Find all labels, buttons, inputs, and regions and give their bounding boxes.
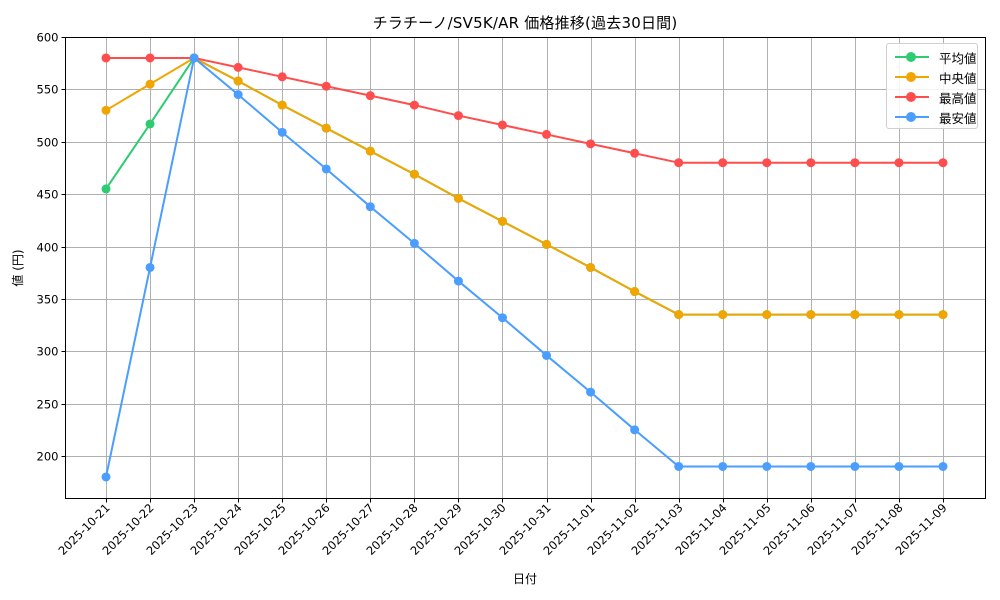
series-最高値 (101, 53, 948, 168)
data-point (409, 169, 419, 179)
data-point (938, 461, 948, 471)
data-point (365, 146, 375, 156)
series-最安値 (101, 53, 948, 482)
data-point (894, 158, 904, 168)
y-axis-label: 値 (円) (10, 249, 25, 286)
data-point (101, 472, 111, 482)
data-point (806, 158, 816, 168)
y-tick-label: 600 (37, 31, 59, 45)
data-point (453, 111, 463, 121)
data-point (762, 310, 772, 320)
y-axis-ticks: 200 250 300 350 400 450 500 550 600 (37, 31, 66, 464)
legend-item-min: 最安値 (895, 108, 977, 126)
data-point (542, 239, 552, 249)
data-point (542, 129, 552, 139)
y-tick-label: 200 (37, 450, 59, 464)
data-point (409, 100, 419, 110)
data-point (630, 148, 640, 158)
chart-title: チラチーノ/SV5K/AR 価格推移(過去30日間) (372, 14, 678, 32)
series-中央値 (101, 53, 948, 320)
legend-marker-icon (895, 50, 929, 64)
data-point (718, 158, 728, 168)
y-tick-label: 500 (37, 136, 59, 150)
plot-frame (65, 37, 986, 499)
data-point (542, 350, 552, 360)
legend-item-median: 中央値 (895, 68, 977, 86)
data-point (850, 158, 860, 168)
data-point (718, 461, 728, 471)
data-point (850, 461, 860, 471)
series-平均値 (101, 53, 948, 320)
data-point (497, 120, 507, 130)
data-point (586, 262, 596, 272)
data-point (321, 123, 331, 133)
data-point (101, 184, 111, 194)
data-point (586, 387, 596, 397)
data-point (101, 105, 111, 115)
data-point (586, 139, 596, 149)
data-point (277, 127, 287, 137)
data-point (938, 158, 948, 168)
data-point (321, 164, 331, 174)
y-tick-label: 550 (37, 83, 59, 97)
data-point (497, 313, 507, 323)
data-point (145, 79, 155, 89)
legend-label: 最高値 (939, 90, 977, 106)
data-point (233, 62, 243, 72)
x-axis-label: 日付 (513, 572, 537, 586)
legend-label: 平均値 (939, 50, 977, 66)
data-point (365, 202, 375, 212)
data-point (938, 310, 948, 320)
data-point (145, 53, 155, 63)
data-point (630, 287, 640, 297)
y-tick-label: 300 (37, 345, 59, 359)
data-point (409, 238, 419, 248)
y-tick-label: 450 (37, 188, 59, 202)
data-point (850, 310, 860, 320)
x-axis-ticks: 2025-10-212025-10-222025-10-232025-10-24… (55, 498, 950, 558)
legend-marker-icon (895, 110, 929, 124)
y-tick-label: 350 (37, 293, 59, 307)
legend: 平均値 中央値 最高値 最安値 (886, 43, 978, 129)
legend-item-max: 最高値 (895, 88, 977, 106)
data-point (762, 158, 772, 168)
legend-item-average: 平均値 (895, 48, 977, 66)
legend-marker-icon (895, 70, 929, 84)
y-tick-label: 400 (37, 241, 59, 255)
data-point (497, 216, 507, 226)
data-point (674, 310, 684, 320)
data-point (365, 91, 375, 101)
data-point (674, 158, 684, 168)
data-point (894, 310, 904, 320)
data-point (145, 262, 155, 272)
data-point (453, 276, 463, 286)
data-point (894, 461, 904, 471)
legend-label: 最安値 (939, 110, 977, 126)
data-point (233, 90, 243, 100)
data-point (674, 461, 684, 471)
data-point (806, 310, 816, 320)
data-point (762, 461, 772, 471)
legend-label: 中央値 (939, 70, 977, 86)
data-point (718, 310, 728, 320)
data-point (277, 100, 287, 110)
data-point (277, 72, 287, 82)
data-point (806, 461, 816, 471)
data-point (321, 81, 331, 91)
data-point (189, 53, 199, 63)
gridlines (65, 37, 986, 499)
series-lines (101, 53, 948, 482)
legend-marker-icon (895, 90, 929, 104)
data-point (145, 119, 155, 129)
y-tick-label: 250 (37, 398, 59, 412)
data-point (453, 193, 463, 203)
data-point (630, 425, 640, 435)
data-point (101, 53, 111, 63)
data-point (233, 76, 243, 86)
